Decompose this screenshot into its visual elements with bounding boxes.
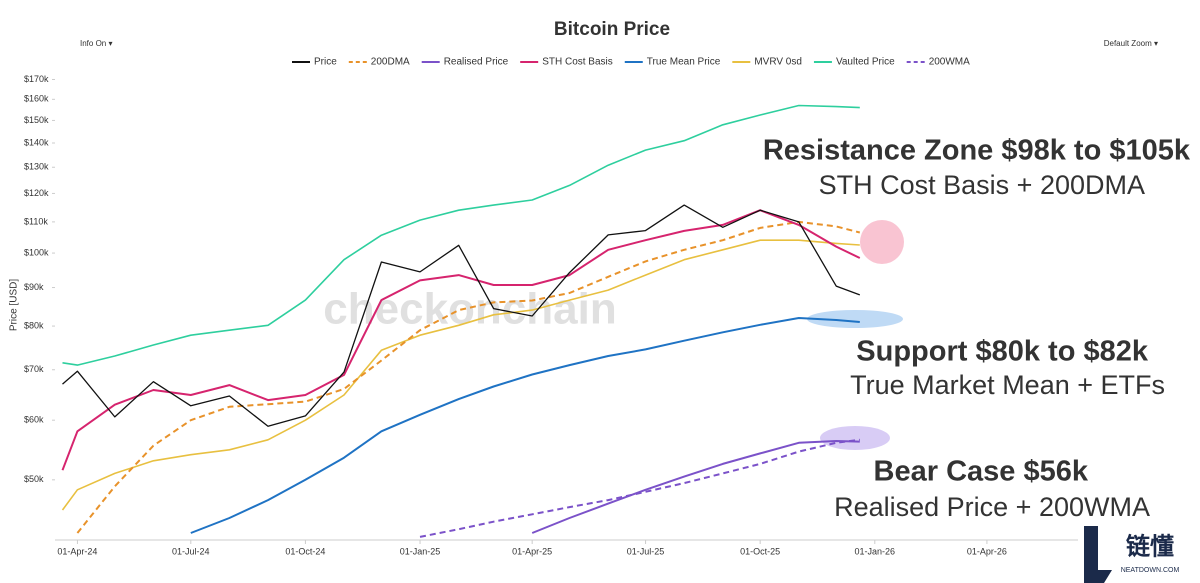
y-tick-label: $170k bbox=[24, 74, 49, 84]
x-tick-label: 01-Jan-26 bbox=[855, 546, 896, 556]
plot-area: $50k $60k $70k $80k $90k $100k $110k $120k $130k… bbox=[24, 74, 1190, 556]
y-tick-label: $140k bbox=[24, 137, 49, 147]
legend-label: Realised Price bbox=[444, 57, 509, 68]
support-highlight bbox=[807, 310, 903, 328]
annotation-title: Bear Case $56k bbox=[874, 456, 1089, 488]
logo: 链懂 NEATDOWN.COM bbox=[1078, 522, 1200, 583]
y-tick-label: $150k bbox=[24, 115, 49, 125]
legend-label: MVRV 0sd bbox=[754, 57, 802, 68]
series-line bbox=[62, 204, 861, 427]
annotation-text: Realised Price + 200WMA bbox=[834, 492, 1150, 522]
y-tick-label: $100k bbox=[24, 247, 49, 257]
y-tick-label: $120k bbox=[24, 188, 49, 198]
y-tick-label: $90k bbox=[24, 282, 44, 292]
legend: Price 200DMA Realised Price STH Cost Basis T… bbox=[292, 57, 970, 68]
legend-label: 200WMA bbox=[929, 57, 970, 68]
legend-label: Price bbox=[314, 57, 337, 68]
x-tick-label: 01-Jul-24 bbox=[172, 546, 210, 556]
series-line bbox=[61, 209, 861, 471]
series-line bbox=[419, 438, 860, 538]
annotation-title: Support $80k to $82k bbox=[856, 336, 1149, 368]
annotation-title: Resistance Zone $98k to $105k bbox=[763, 135, 1191, 167]
series-line bbox=[62, 104, 860, 366]
y-tick-label: $70k bbox=[24, 364, 44, 374]
series-line bbox=[531, 440, 860, 534]
legend-label: 200DMA bbox=[371, 57, 410, 68]
annotation-text: STH Cost Basis + 200DMA bbox=[819, 170, 1145, 200]
zoom-control[interactable]: Default Zoom ▾ bbox=[1104, 39, 1158, 48]
y-tick-label: $110k bbox=[24, 216, 48, 226]
x-tick-label: 01-Jan-25 bbox=[400, 546, 441, 556]
series-line bbox=[190, 317, 860, 534]
annotation-text: True Market Mean + ETFs bbox=[850, 370, 1165, 400]
bear-highlight bbox=[820, 426, 890, 450]
logo-name: 链懂 bbox=[1126, 532, 1174, 560]
x-tick-label: 01-Apr-26 bbox=[967, 546, 1007, 556]
info-toggle[interactable]: Info On ▾ bbox=[80, 39, 112, 48]
y-tick-label: $50k bbox=[24, 474, 44, 484]
legend-label: True Mean Price bbox=[647, 57, 721, 68]
y-tick-label: $130k bbox=[24, 162, 49, 172]
legend-label: Vaulted Price bbox=[836, 57, 895, 68]
y-axis-label: Price [USD] bbox=[9, 279, 20, 331]
x-tick-label: 01-Apr-25 bbox=[512, 546, 552, 556]
series-line bbox=[76, 220, 861, 534]
y-tick-label: $60k bbox=[24, 415, 44, 425]
chart-title: Bitcoin Price bbox=[554, 19, 670, 40]
logo-site: NEATDOWN.COM bbox=[1121, 567, 1180, 574]
x-tick-label: 01-Oct-24 bbox=[285, 546, 325, 556]
y-tick-label: $80k bbox=[24, 320, 44, 330]
y-tick-label: $160k bbox=[24, 94, 49, 104]
resistance-highlight bbox=[860, 220, 904, 264]
watermark: checkonchain bbox=[323, 285, 616, 334]
legend-label: STH Cost Basis bbox=[542, 57, 613, 68]
x-tick-label: 01-Jul-25 bbox=[627, 546, 665, 556]
x-tick-label: 01-Oct-25 bbox=[740, 546, 780, 556]
series-line bbox=[61, 239, 860, 511]
x-tick-label: 01-Apr-24 bbox=[57, 546, 97, 556]
